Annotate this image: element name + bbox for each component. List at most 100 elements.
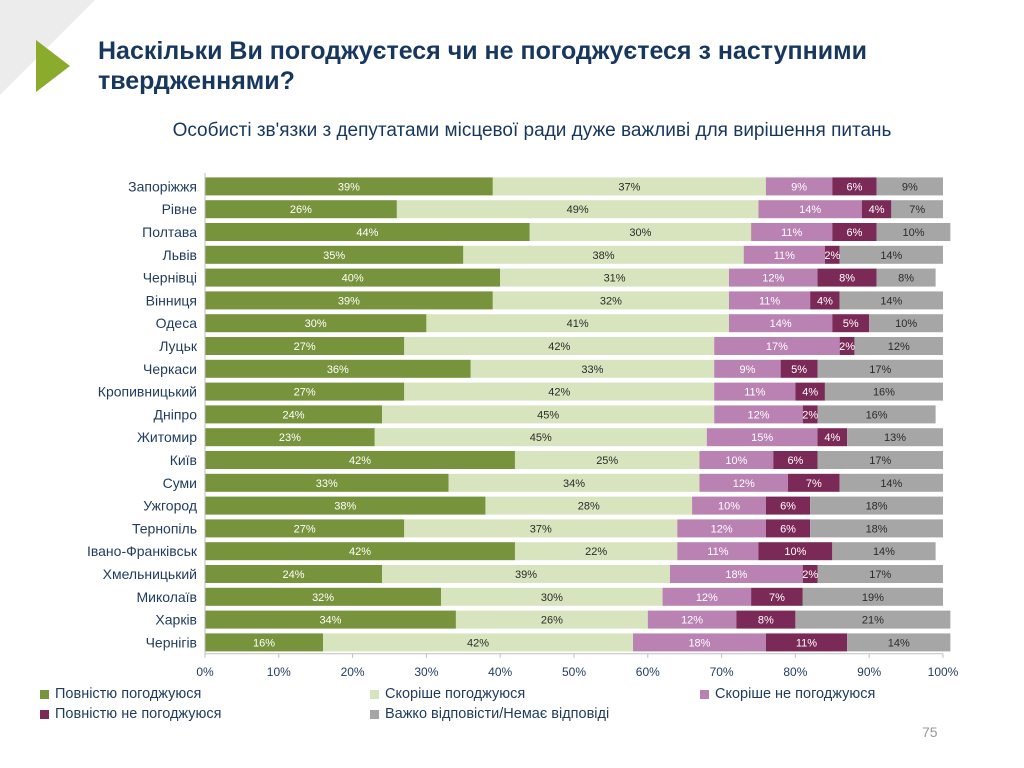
- page-title: Наскільки Ви погоджуєтеся чи не погоджує…: [98, 37, 867, 95]
- data-label: 7%: [806, 478, 822, 490]
- bar-segment: [374, 428, 707, 447]
- bar-segment: [205, 633, 324, 652]
- data-label: 38%: [593, 250, 615, 262]
- data-label: 2%: [802, 409, 818, 421]
- bar-segment: [817, 428, 848, 447]
- category-label: Харків: [155, 612, 197, 628]
- data-label: 9%: [902, 181, 918, 193]
- legend-swatch: [40, 709, 49, 719]
- legend-item: Повністю погоджуюся: [40, 686, 201, 702]
- bar-segment: [802, 565, 818, 583]
- category-label: Кропивницький: [98, 384, 197, 400]
- x-tick-label: 0%: [196, 665, 214, 679]
- bar-segment: [728, 268, 818, 287]
- page-number: 75: [922, 724, 938, 740]
- category-label: Черкаси: [143, 361, 197, 377]
- data-label: 11%: [796, 637, 817, 649]
- category-label: Дніпро: [154, 406, 198, 422]
- bar-segment: [839, 473, 943, 492]
- category-label: Луцьк: [159, 338, 198, 354]
- data-label: 17%: [869, 455, 891, 467]
- data-label: 11%: [774, 250, 795, 262]
- bar-segment: [824, 245, 840, 264]
- bar-segment: [323, 633, 634, 652]
- category-label: Вінниця: [146, 292, 197, 308]
- data-label: 13%: [884, 432, 906, 444]
- x-tick-label: 20%: [341, 665, 365, 679]
- data-label: 42%: [467, 637, 489, 649]
- bar-segment: [205, 337, 405, 355]
- category-label: Суми: [163, 475, 197, 491]
- bar-segment: [205, 565, 383, 583]
- bar-segment: [802, 405, 818, 424]
- bar-segment: [817, 405, 936, 424]
- bar-segment: [751, 223, 833, 241]
- data-label: 23%: [279, 432, 301, 444]
- bar-segment: [205, 314, 427, 333]
- bar-segment: [677, 542, 759, 561]
- data-label: 44%: [356, 227, 378, 239]
- data-label: 28%: [578, 501, 600, 513]
- bar-segment: [205, 428, 375, 447]
- bar-segment: [448, 473, 700, 492]
- data-label: 35%: [323, 250, 345, 262]
- data-label: 14%: [888, 637, 910, 649]
- legend-label: Скоріше не погоджуюся: [715, 686, 876, 702]
- data-label: 27%: [294, 341, 316, 353]
- data-label: 12%: [762, 273, 784, 285]
- bar-segment: [455, 610, 648, 629]
- category-label: Житомир: [137, 429, 197, 445]
- x-tick-label: 100%: [928, 665, 959, 679]
- bar-segment: [788, 473, 840, 492]
- data-label: 30%: [629, 227, 651, 239]
- bar-segment: [492, 177, 766, 196]
- data-label: 14%: [880, 478, 902, 490]
- bar-segment: [824, 382, 943, 401]
- bar-segment: [714, 382, 796, 401]
- chart-subtitle: Особисті зв'язки з депутатами місцевої р…: [172, 120, 892, 141]
- bar-segment: [847, 428, 943, 447]
- bar-segment: [817, 268, 877, 287]
- data-label: 15%: [751, 432, 773, 444]
- data-label: 22%: [585, 546, 607, 558]
- data-label: 14%: [880, 295, 902, 307]
- data-label: 26%: [290, 204, 312, 216]
- data-label: 37%: [530, 523, 552, 535]
- category-label: Ужгород: [143, 498, 197, 514]
- data-label: 14%: [770, 318, 792, 330]
- bar-segment: [810, 291, 840, 310]
- data-label: 10%: [784, 546, 806, 558]
- data-label: 2%: [824, 250, 840, 262]
- data-label: 18%: [866, 523, 888, 535]
- data-label: 39%: [515, 569, 537, 581]
- category-label: Хмельницький: [103, 566, 197, 582]
- category-label: Одеса: [156, 315, 198, 331]
- data-label: 18%: [866, 501, 888, 513]
- bar-segment: [529, 223, 752, 241]
- data-label: 24%: [283, 409, 305, 421]
- bar-segment: [773, 451, 818, 469]
- bar-segment: [699, 451, 774, 469]
- bar-segment: [839, 245, 943, 264]
- bar-segment: [662, 587, 752, 606]
- bar-segment: [765, 633, 848, 652]
- bar-segment: [205, 496, 486, 515]
- data-label: 6%: [787, 455, 803, 467]
- bar-segment: [205, 405, 383, 424]
- data-label: 11%: [744, 387, 765, 399]
- legend-swatch: [40, 689, 49, 699]
- data-label: 14%: [799, 204, 821, 216]
- data-label: 12%: [696, 592, 718, 604]
- data-label: 27%: [294, 387, 316, 399]
- bar-segment: [758, 542, 833, 561]
- bar-segment: [876, 177, 943, 196]
- bar-segment: [728, 291, 811, 310]
- data-label: 8%: [839, 273, 855, 285]
- x-tick-label: 80%: [783, 665, 807, 679]
- data-label: 37%: [618, 181, 640, 193]
- bar-segment: [699, 473, 789, 492]
- data-label: 18%: [725, 569, 747, 581]
- data-label: 17%: [766, 341, 788, 353]
- bar-segment: [743, 245, 825, 264]
- bar-segment: [832, 223, 877, 241]
